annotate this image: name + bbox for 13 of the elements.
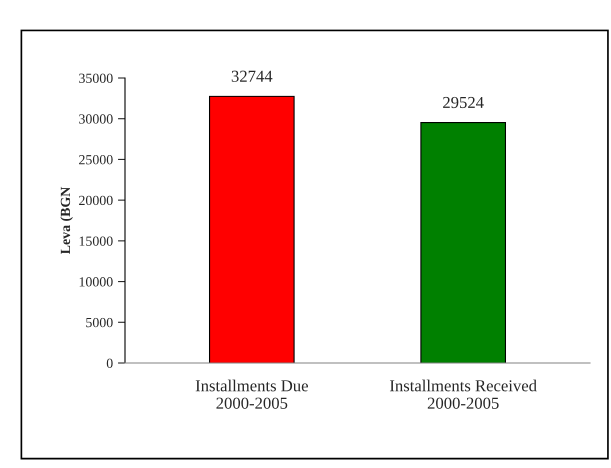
x-tick-label: Installments Received 2000-2005 (390, 380, 537, 409)
y-tick-label: 30000 (79, 114, 113, 124)
y-tick-label: 5000 (86, 318, 113, 328)
y-tick-label: 15000 (80, 236, 113, 246)
y-tick-label: 25000 (79, 155, 113, 164)
data-label: 29524 (443, 96, 484, 108)
y-tick-label: 10000 (80, 277, 113, 287)
y-axis-title: Leva (BGN (60, 186, 73, 254)
x-tick-label: Installments Due 2000-2005 (196, 380, 308, 409)
y-tick-label: 20000 (79, 196, 113, 206)
y-tick-label: 0 (106, 358, 113, 368)
y-tick-label: 35000 (79, 74, 113, 83)
data-label: 32744 (232, 70, 272, 82)
